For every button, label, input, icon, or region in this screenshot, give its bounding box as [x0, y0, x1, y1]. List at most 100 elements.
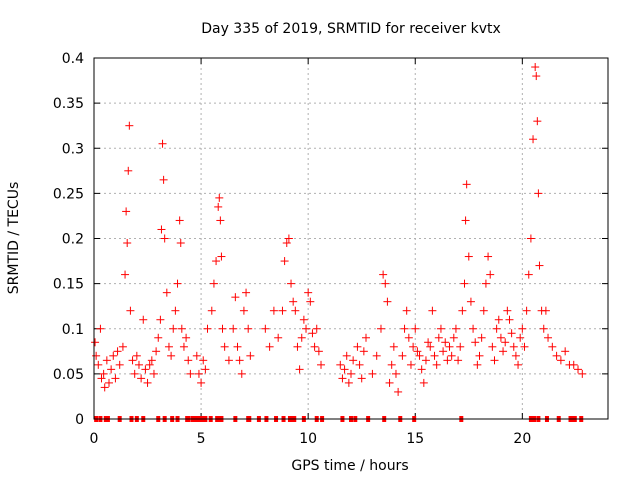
data-point [391, 369, 400, 378]
data-point [177, 324, 186, 333]
data-point [143, 378, 152, 387]
data-point [359, 347, 368, 356]
data-point [176, 239, 185, 248]
data-point [406, 360, 415, 369]
data-point [99, 369, 108, 378]
data-point [338, 374, 347, 383]
plot-area-frame [93, 57, 609, 420]
x-tick-label: 20 [513, 431, 531, 447]
y-tick-label: 0 [75, 412, 84, 428]
data-point [347, 369, 355, 378]
data-point [111, 374, 120, 383]
data-point [121, 270, 130, 279]
data-point [261, 324, 270, 333]
data-point [122, 207, 131, 216]
data-point [479, 306, 488, 315]
data-point [501, 338, 510, 347]
data-point [91, 338, 100, 347]
data-point [124, 166, 133, 175]
data-point [209, 279, 218, 288]
data-point [541, 306, 550, 315]
data-point [426, 342, 435, 351]
y-tick-label: 0.15 [53, 277, 84, 293]
data-point [154, 333, 163, 342]
data-point [494, 315, 503, 324]
data-point [229, 324, 238, 333]
data-point [349, 356, 358, 365]
data-point [421, 356, 430, 365]
data-point [443, 356, 452, 365]
data-point [284, 234, 293, 243]
data-point [458, 306, 467, 315]
y-tick-label: 0.3 [62, 141, 84, 157]
data-point [516, 333, 525, 342]
data-point [441, 338, 450, 347]
data-point [96, 324, 105, 333]
data-point [385, 378, 394, 387]
data-point [424, 338, 433, 347]
data-point [552, 351, 561, 360]
data-point [507, 329, 516, 338]
data-point [157, 225, 166, 234]
data-point [242, 288, 251, 297]
data-point [464, 252, 473, 261]
data-point [456, 342, 465, 351]
data-point [186, 369, 195, 378]
data-point [466, 297, 475, 306]
data-point [496, 333, 505, 342]
data-point [293, 342, 302, 351]
data-point [451, 324, 460, 333]
data-point [488, 342, 497, 351]
data-point [291, 306, 300, 315]
data-point [212, 257, 221, 266]
data-point [544, 333, 553, 342]
data-point [361, 333, 370, 342]
data-point [239, 306, 248, 315]
data-point [194, 369, 203, 378]
data-point [164, 342, 173, 351]
data-point [220, 342, 229, 351]
data-point [134, 360, 143, 369]
y-tick-label: 0.4 [62, 51, 84, 67]
data-point [534, 189, 543, 198]
data-point [520, 342, 529, 351]
data-point [368, 369, 377, 378]
data-point [289, 297, 298, 306]
data-point [434, 333, 443, 342]
data-point [419, 378, 428, 387]
data-point [201, 365, 210, 374]
data-point [387, 360, 396, 369]
data-point [398, 351, 407, 360]
data-point [314, 347, 323, 356]
data-point [526, 234, 535, 243]
data-point [511, 351, 520, 360]
data-point [218, 324, 227, 333]
data-point [312, 324, 321, 333]
data-point [415, 351, 424, 360]
data-point [389, 342, 398, 351]
data-point [299, 315, 308, 324]
data-point [145, 360, 154, 369]
data-point [492, 324, 501, 333]
data-point [509, 342, 518, 351]
data-point [141, 365, 150, 374]
data-point [203, 324, 212, 333]
data-point [404, 333, 413, 342]
data-point [505, 315, 514, 324]
data-point [107, 365, 116, 374]
data-point [231, 293, 240, 302]
data-point [197, 378, 206, 387]
data-point [477, 333, 486, 342]
data-point [432, 360, 441, 369]
data-point [130, 369, 139, 378]
data-point [297, 333, 306, 342]
data-point [192, 351, 201, 360]
data-point [529, 135, 538, 144]
x-tick-label: 15 [406, 431, 424, 447]
data-point [413, 347, 422, 356]
x-tick-label: 0 [90, 431, 99, 447]
data-point [104, 378, 113, 387]
data-point [169, 324, 178, 333]
